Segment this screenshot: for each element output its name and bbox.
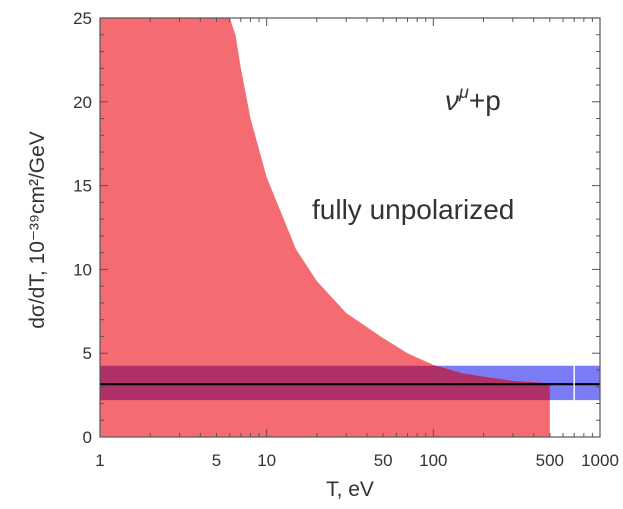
- y-tick-label: 15: [73, 177, 92, 196]
- x-tick-label: 1000: [581, 451, 619, 470]
- x-tick-label: 500: [536, 451, 564, 470]
- x-tick-label: 10: [257, 451, 276, 470]
- plot-area: [100, 18, 600, 437]
- y-axis-title: dσ/dT, 10⁻³⁹cm²/GeV: [26, 131, 49, 329]
- red-band: [100, 18, 550, 437]
- process-label: νμ+p: [445, 82, 501, 116]
- x-tick-label: 100: [419, 451, 447, 470]
- process-mu: μ: [458, 82, 469, 102]
- y-tick-label: 5: [83, 344, 92, 363]
- y-tick-label: 10: [73, 260, 92, 279]
- x-tick-label: 5: [212, 451, 221, 470]
- process-rest: +p: [469, 85, 501, 116]
- y-tick-label: 0: [83, 428, 92, 447]
- x-tick-label: 50: [374, 451, 393, 470]
- x-axis-title: T, eV: [326, 478, 374, 501]
- plot-frame: [99, 17, 601, 438]
- y-tick-label: 25: [73, 9, 92, 28]
- process-nu: ν: [445, 85, 459, 116]
- axis-ticks: [99, 17, 601, 438]
- y-tick-label: 20: [73, 93, 92, 112]
- fully-unpolarized-label: fully unpolarized: [312, 194, 514, 225]
- x-tick-label: 1: [95, 451, 104, 470]
